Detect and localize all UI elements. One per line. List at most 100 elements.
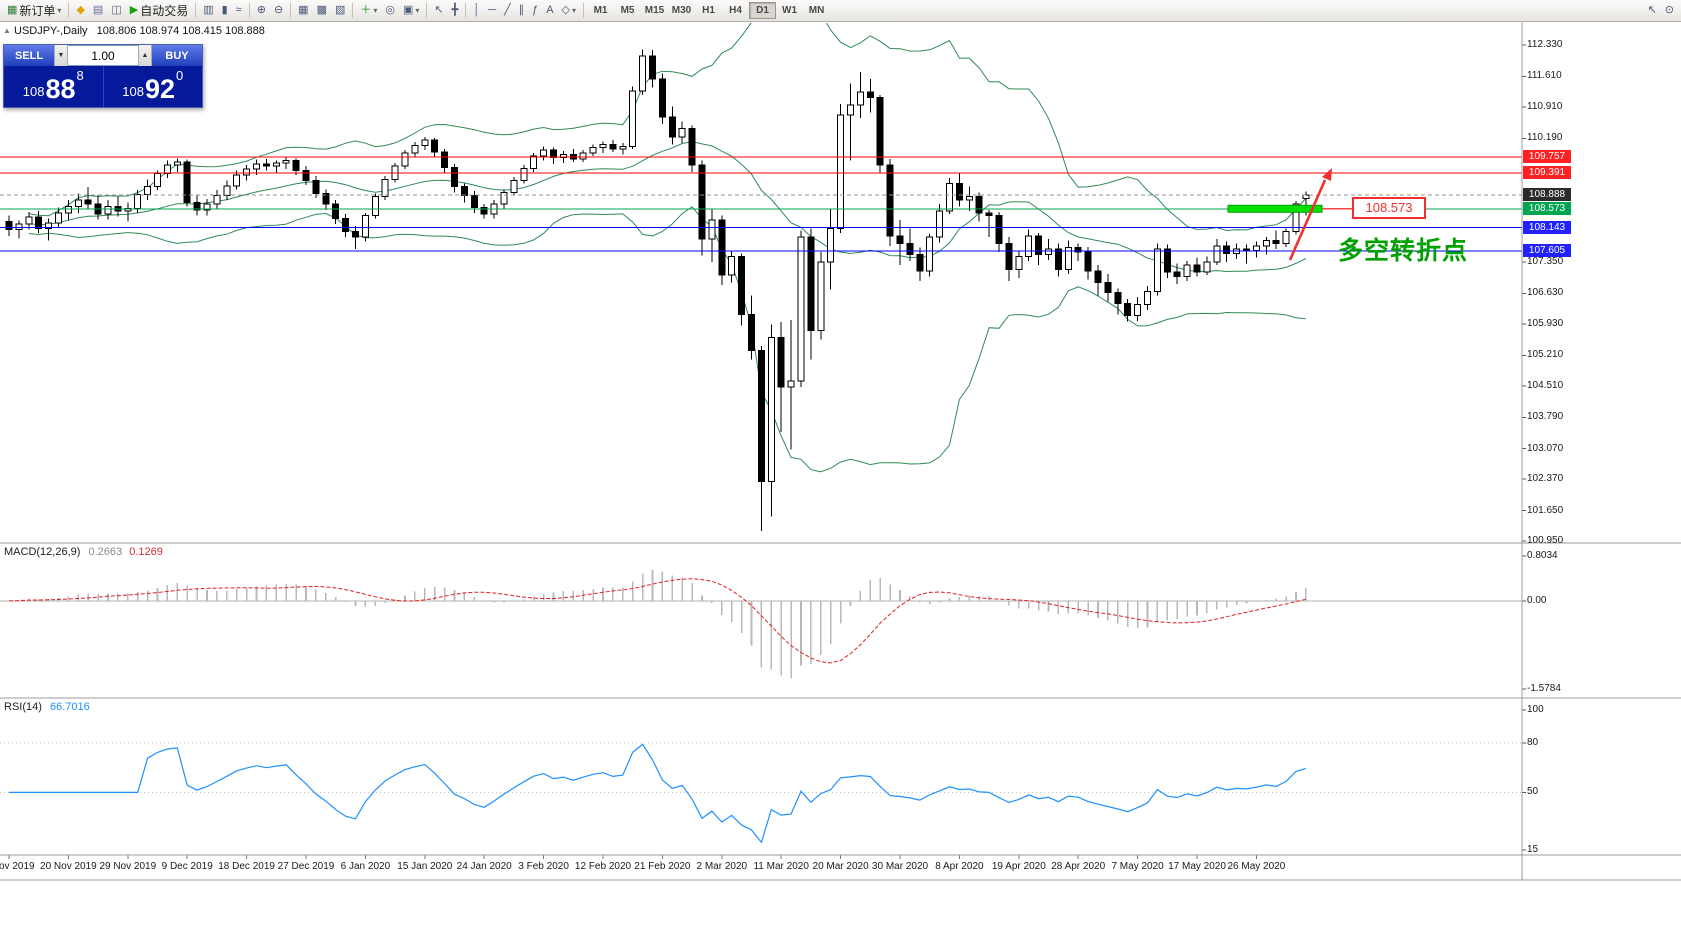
price-scale[interactable] <box>1522 22 1681 855</box>
timeframe-m30[interactable]: M30 <box>671 5 692 16</box>
cascade-windows-icon[interactable]: ▩ <box>313 1 331 21</box>
search-icon: ⊙ <box>1664 4 1674 16</box>
period-icon[interactable]: ◎ <box>381 1 399 21</box>
pointer-icon: ↖ <box>1647 4 1657 16</box>
templates-icon[interactable]: ▣ ▾ <box>399 1 423 21</box>
channel-icon[interactable]: ∥ <box>515 1 529 21</box>
search-icon[interactable]: ⊙ <box>1661 1 1678 21</box>
timeframe-h4[interactable]: H4 <box>729 5 742 16</box>
zoom-in-icon[interactable]: ⊕ <box>253 1 270 21</box>
autotrading-button[interactable]: ▶ 自动交易 <box>126 1 192 21</box>
vertical-line-icon-glyph: │ <box>473 4 481 16</box>
arrange-windows-icon-glyph: ▧ <box>334 4 346 16</box>
support-zone-highlight[interactable] <box>1227 204 1323 213</box>
toolbar-separator <box>195 3 197 18</box>
sell-button[interactable]: SELL <box>4 45 54 66</box>
crosshair-icon-glyph: ╋ <box>451 4 459 16</box>
cursor-icon[interactable]: ↖ <box>430 1 447 21</box>
metaeditor-icon-glyph: ◆ <box>76 4 85 16</box>
toolbar-separator <box>352 3 354 18</box>
text-icon[interactable]: A <box>542 1 557 21</box>
cascade-windows-icon-glyph: ▩ <box>316 4 327 16</box>
zoom-out-icon-glyph: ⊖ <box>273 4 284 16</box>
bar-chart-icon-glyph: ▥ <box>203 4 214 16</box>
lot-decrease-button[interactable]: ▼ <box>54 45 68 66</box>
buy-price[interactable]: 108 92 0 <box>102 66 203 107</box>
candlestick-chart-icon[interactable]: ▮ <box>218 1 232 21</box>
sell-price-point: 8 <box>76 68 84 83</box>
rsi-title: RSI(14) <box>4 701 42 713</box>
buy-button[interactable]: BUY <box>152 45 202 66</box>
vertical-line-icon[interactable]: │ <box>469 1 484 21</box>
buy-price-point: 0 <box>176 68 184 83</box>
tile-windows-icon-glyph: ▦ <box>298 4 309 16</box>
symbol-period-label: USDJPY-,Daily <box>14 25 88 37</box>
bar-chart-icon[interactable]: ▥ <box>199 1 217 21</box>
turning-point-label[interactable]: 多空转折点 <box>1338 237 1469 265</box>
sell-price-figure: 108 <box>22 84 45 99</box>
one-click-trading-panel: SELL ▼ ▲ BUY 108 88 8 108 92 0 <box>3 44 203 108</box>
autotrading-button-label: 自动交易 <box>140 4 189 18</box>
zoom-out-icon[interactable]: ⊖ <box>270 1 287 21</box>
horizontal-line-icon-glyph: ─ <box>488 4 496 16</box>
data-window-icon[interactable]: ◫ <box>107 1 125 21</box>
crosshair-icon[interactable]: ╋ <box>448 1 463 21</box>
lot-size-input[interactable] <box>68 45 138 66</box>
timeframe-m1[interactable]: M1 <box>593 5 608 16</box>
channel-icon-glyph: ∥ <box>518 4 525 16</box>
timeframe-h1[interactable]: H1 <box>702 5 715 16</box>
buy-price-pips: 92 <box>144 74 175 104</box>
trade-panel-prices: 108 88 8 108 92 0 <box>4 66 202 107</box>
chevron-down-icon: ▾ <box>415 6 420 15</box>
macd-header: MACD(12,26,9) 0.2663 0.1269 <box>4 546 163 558</box>
autotrading-glyph: ▶ <box>129 4 139 16</box>
line-chart-icon[interactable]: ≈ <box>232 1 246 21</box>
breakout-arrow[interactable] <box>1288 179 1327 261</box>
text-icon-glyph: A <box>546 4 554 16</box>
new-order-button[interactable]: ▦ 新订单 ▾ <box>3 1 65 21</box>
toolbar-separator <box>583 3 585 18</box>
price-callout-label[interactable]: 108.573 <box>1352 197 1426 219</box>
new-chart-button[interactable]: ＋ ▾ <box>356 1 381 21</box>
pointer-icon[interactable]: ↖ <box>1644 1 1661 21</box>
chevron-down-icon: ▾ <box>373 6 378 15</box>
timeframe-w1[interactable]: W1 <box>782 5 798 16</box>
macd-signal-line <box>8 578 1307 664</box>
lot-increase-button[interactable]: ▲ <box>138 45 152 66</box>
fibonacci-icon[interactable]: ƒ <box>528 1 542 21</box>
profiles-icon[interactable]: ▤ <box>89 1 107 21</box>
time-scale[interactable] <box>0 855 1522 880</box>
timeframe-d1[interactable]: D1 <box>749 2 777 19</box>
cursor-icon-glyph: ↖ <box>434 4 444 16</box>
trendline-icon-glyph: ╱ <box>503 4 511 16</box>
toolbar-separator <box>465 3 467 18</box>
rsi-line <box>9 743 1307 844</box>
new-order-glyph: ▦ <box>7 4 18 16</box>
chevron-down-icon: ▾ <box>572 6 577 15</box>
chevron-down-icon: ▾ <box>57 6 62 15</box>
shapes-icon[interactable]: ◇ ▾ <box>558 1 580 21</box>
macd-signal-value: 0.1269 <box>129 546 163 558</box>
data-window-icon-glyph: ◫ <box>111 4 122 16</box>
horizontal-line-icon[interactable]: ─ <box>484 1 500 21</box>
timeframe-m5[interactable]: M5 <box>620 5 635 16</box>
new-order-button-label: 新订单 <box>19 4 56 18</box>
macd-histogram <box>18 570 1307 679</box>
metaeditor-icon[interactable]: ◆ <box>72 1 88 21</box>
rsi-header: RSI(14) 66.7016 <box>4 701 90 713</box>
toolbar-separator <box>248 3 250 18</box>
trendline-icon[interactable]: ╱ <box>500 1 515 21</box>
breakout-arrow-head <box>1322 168 1332 181</box>
line-chart-icon-glyph: ≈ <box>235 4 242 16</box>
sell-price[interactable]: 108 88 8 <box>4 66 103 107</box>
toolbar-separator <box>290 3 292 18</box>
arrange-windows-icon[interactable]: ▧ <box>331 1 349 21</box>
one-click-collapse-button[interactable]: ▲ <box>3 26 11 35</box>
timeframe-mn[interactable]: MN <box>808 5 825 16</box>
ohlc-values: 108.806 108.974 108.415 108.888 <box>96 25 265 37</box>
timeframe-m15[interactable]: M15 <box>644 5 665 16</box>
tile-windows-icon[interactable]: ▦ <box>294 1 312 21</box>
toolbar-separator <box>426 3 428 18</box>
